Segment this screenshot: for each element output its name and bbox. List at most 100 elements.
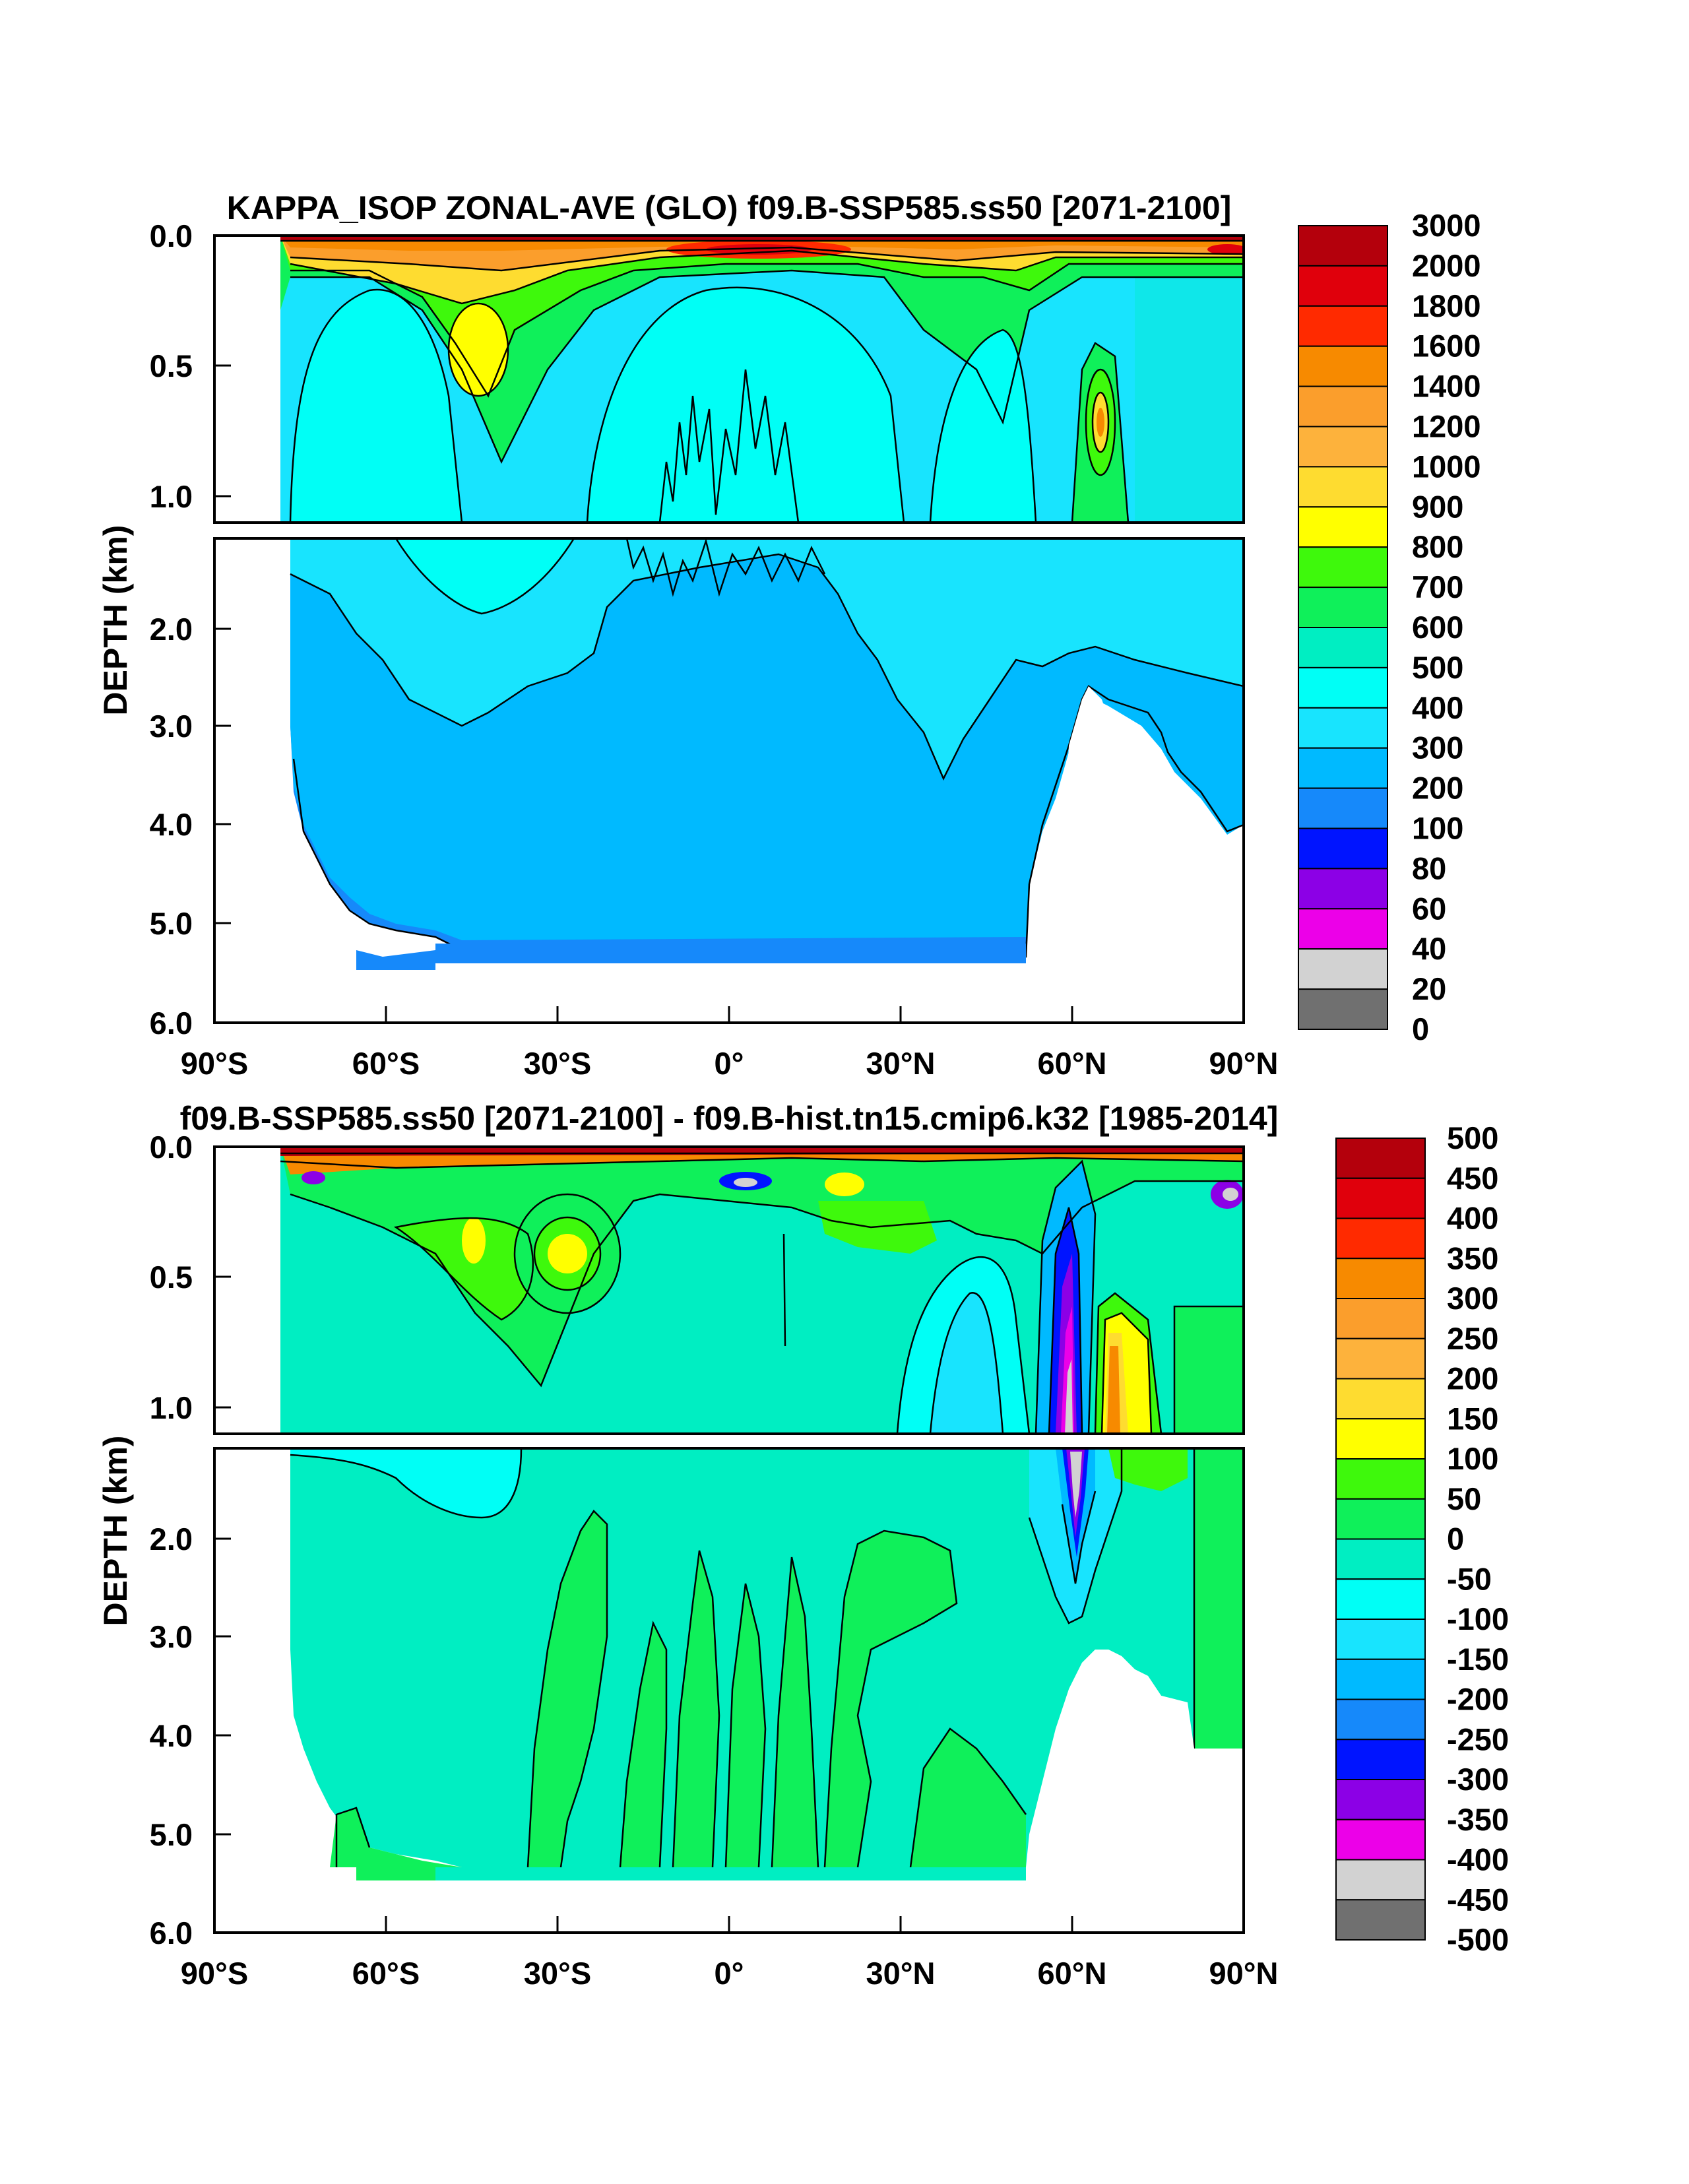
panel-2-ytick-2: 1.0	[150, 1390, 193, 1425]
panel-2-colorbar-label: -500	[1447, 1922, 1509, 1957]
panel-2-colorbar-swatch	[1335, 1899, 1426, 1941]
panel-1-colorbar-label: 900	[1412, 489, 1463, 524]
panel-1-colorbar: 3000200018001600140012001000900800700600…	[1298, 208, 1481, 1046]
panel-1-xtick-6: 90°N	[1209, 1046, 1278, 1081]
panel-1-colorbar-swatch	[1298, 827, 1388, 870]
panel-2-colorbar-swatch	[1335, 1498, 1426, 1540]
panel-2-colorbar-swatch	[1335, 1217, 1426, 1260]
panel-1-colorbar-label: 1200	[1412, 409, 1481, 444]
panel-2-lower-field	[214, 1448, 1244, 1933]
panel-1-ytick-1: 0.5	[150, 348, 193, 383]
panel-2-colorbar-label: -400	[1447, 1842, 1509, 1877]
panel-2-colorbar-label: -150	[1447, 1642, 1509, 1677]
panel-2-ylabel: DEPTH (km)	[97, 1436, 134, 1626]
panel-1-colorbar-label: 600	[1412, 610, 1463, 645]
panel-1-colorbar-label: 1600	[1412, 329, 1481, 364]
panel-1-y-axis: 0.0 0.5 1.0 2.0 3.0 4.0 5.0 6.0 DEPTH (k…	[97, 218, 231, 1041]
panel-2-colorbar-label: 300	[1447, 1281, 1498, 1316]
panel-2-colorbar-label: 250	[1447, 1321, 1498, 1356]
panel-2-colorbar-label: 400	[1447, 1201, 1498, 1236]
panel-2-xtick-5: 60°N	[1037, 1956, 1106, 1991]
panel-1-title: KAPPA_ISOP ZONAL-AVE (GLO) f09.B-SSP585.…	[227, 189, 1232, 226]
panel-2-ytick-3: 2.0	[150, 1522, 193, 1557]
panel-2-colorbar-swatch	[1335, 1859, 1426, 1901]
panel-2-colorbar-swatch	[1335, 1418, 1426, 1460]
panel-1-colorbar-swatch	[1298, 908, 1388, 950]
panel-2-colorbar-label: -50	[1447, 1561, 1492, 1596]
panel-1-xtick-4: 30°N	[866, 1046, 935, 1081]
panel-1-lower-field	[214, 538, 1244, 1023]
panel-1: KAPPA_ISOP ZONAL-AVE (GLO) f09.B-SSP585.…	[97, 189, 1481, 1081]
panel-1-upper-field	[214, 236, 1244, 523]
panel-2-ytick-4: 3.0	[150, 1619, 193, 1654]
panel-1-xtick-2: 30°S	[524, 1046, 591, 1081]
panel-2-xtick-4: 30°N	[866, 1956, 935, 1991]
panel-2-ytick-5: 4.0	[150, 1718, 193, 1753]
panel-2-colorbar-label: 450	[1447, 1161, 1498, 1196]
panel-1-ytick-0: 0.0	[150, 218, 193, 253]
panel-2-colorbar-label: 500	[1447, 1120, 1498, 1155]
panel-2-upper-field	[214, 1147, 1244, 1434]
panel-1-ytick-6: 5.0	[150, 906, 193, 941]
panel-1-colorbar-label: 300	[1412, 730, 1463, 765]
panel-2-colorbar-label: -300	[1447, 1762, 1509, 1797]
panel-1-colorbar-swatch	[1298, 345, 1388, 387]
panel-1-ytick-5: 4.0	[150, 807, 193, 842]
panel-2-colorbar-swatch	[1335, 1739, 1426, 1780]
panel-2-colorbar-label: 200	[1447, 1361, 1498, 1396]
panel-2-colorbar-swatch	[1335, 1698, 1426, 1741]
panel-1-colorbar-label: 1400	[1412, 369, 1481, 404]
panel-1-xtick-3: 0°	[715, 1046, 744, 1081]
panel-2-colorbar-swatch	[1335, 1658, 1426, 1700]
panel-2-colorbar-label: -350	[1447, 1802, 1509, 1837]
panel-2-y-axis: 0.0 0.5 1.0 2.0 3.0 4.0 5.0 6.0 DEPTH (k…	[97, 1130, 231, 1950]
panel-2-xtick-3: 0°	[715, 1956, 744, 1991]
panel-1-colorbar-label: 100	[1412, 811, 1463, 846]
panel-2-colorbar-swatch	[1335, 1578, 1426, 1620]
panel-1-colorbar-swatch	[1298, 948, 1388, 990]
panel-2-upper-frame	[213, 1145, 1245, 1435]
panel-2-colorbar-swatch	[1335, 1378, 1426, 1420]
panel-1-colorbar-label: 2000	[1412, 248, 1481, 283]
panel-2-colorbar-swatch	[1335, 1538, 1426, 1580]
panel-2-colorbar-label: 100	[1447, 1441, 1498, 1476]
panel-2-ytick-1: 0.5	[150, 1260, 193, 1295]
panel-1-upper-frame	[213, 234, 1245, 524]
panel-2-colorbar-label: -200	[1447, 1682, 1509, 1717]
panel-1-colorbar-swatch	[1298, 707, 1388, 749]
panel-1-colorbar-label: 500	[1412, 650, 1463, 685]
panel-2: f09.B-SSP585.ss50 [2071-2100] - f09.B-hi…	[97, 1100, 1509, 1991]
panel-1-ytick-7: 6.0	[150, 1006, 193, 1041]
panel-1-colorbar-swatch	[1298, 787, 1388, 829]
panel-1-ytick-3: 2.0	[150, 612, 193, 647]
panel-1-xtick-1: 60°S	[352, 1046, 420, 1081]
panel-2-colorbar-label: 350	[1447, 1240, 1498, 1275]
panel-2-ytick-6: 5.0	[150, 1817, 193, 1852]
panel-1-colorbar-label: 1800	[1412, 288, 1481, 323]
panel-1-colorbar-swatch	[1298, 225, 1388, 267]
panel-1-x-axis: 90°S 60°S 30°S 0° 30°N 60°N 90°N	[181, 1006, 1279, 1081]
panel-1-colorbar-swatch	[1298, 546, 1388, 589]
panel-1-colorbar-swatch	[1298, 265, 1388, 307]
panel-1-colorbar-label: 3000	[1412, 208, 1481, 243]
panel-1-colorbar-label: 700	[1412, 569, 1463, 604]
panel-2-x-axis: 90°S 60°S 30°S 0° 30°N 60°N 90°N	[181, 1916, 1279, 1991]
panel-2-colorbar-swatch	[1335, 1779, 1426, 1820]
panel-1-colorbar-swatch	[1298, 627, 1388, 668]
panel-2-colorbar-label: 50	[1447, 1481, 1481, 1516]
panel-2-colorbar: 500450400350300250200150100500-50-100-15…	[1335, 1120, 1509, 1957]
panel-1-xtick-5: 60°N	[1037, 1046, 1106, 1081]
panel-2-xtick-1: 60°S	[352, 1956, 420, 1991]
panel-2-colorbar-swatch	[1335, 1337, 1426, 1380]
panel-2-colorbar-swatch	[1335, 1298, 1426, 1339]
panel-1-ytick-4: 3.0	[150, 709, 193, 744]
panel-1-colorbar-swatch	[1298, 466, 1388, 508]
panel-1-colorbar-label: 1000	[1412, 449, 1481, 484]
panel-1-colorbar-swatch	[1298, 988, 1388, 1030]
panel-2-colorbar-swatch	[1335, 1818, 1426, 1861]
panel-1-colorbar-swatch	[1298, 305, 1388, 347]
panel-2-colorbar-swatch	[1335, 1138, 1426, 1179]
panel-1-colorbar-swatch	[1298, 426, 1388, 468]
panel-1-colorbar-label: 40	[1412, 931, 1446, 966]
